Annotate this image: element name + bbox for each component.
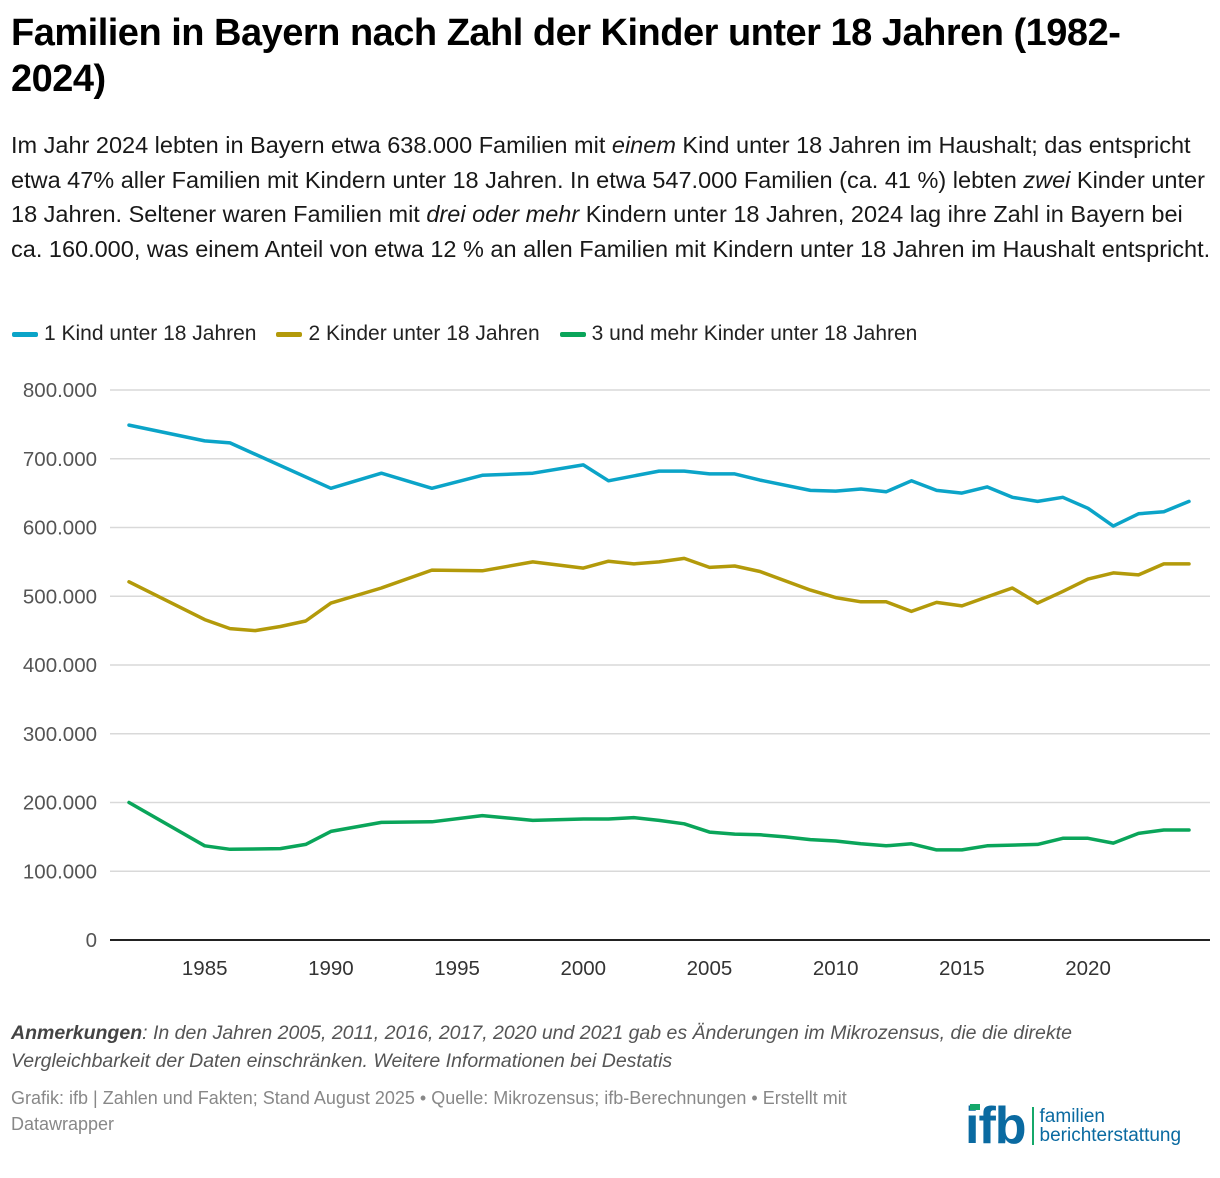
series-line-3	[127, 800, 1191, 852]
chart-title: Familien in Bayern nach Zahl der Kinder …	[11, 12, 1121, 100]
series-line-1	[127, 423, 1191, 528]
x-tick-label: 1995	[434, 957, 480, 980]
line-chart: 0 100.000 200.000 300.000 400.000 500.000 600.…	[23, 379, 1210, 980]
description-segment: Im Jahr 2024 lebten in Bayern etwa 638.0…	[11, 132, 612, 158]
y-tick-label: 200.000	[23, 792, 97, 815]
y-tick-label: 500.000	[23, 585, 97, 608]
series-line-2	[127, 556, 1191, 633]
notes-label: Anmerkungen	[11, 1022, 143, 1044]
y-tick-label: 700.000	[23, 448, 97, 471]
legend-item: 2 Kinder unter 18 Jahren	[276, 322, 540, 346]
logo-divider	[1031, 1107, 1034, 1145]
y-tick-label: 100.000	[23, 860, 97, 883]
description-segment: Kind unter 18 Jahren im Haushalt; das en…	[11, 132, 1191, 193]
legend: 1 Kind unter 18 Jahren 2 Kinder unter 18 …	[12, 322, 917, 346]
notes-text: : In den Jahren 2005, 2011, 2016, 2017, …	[11, 1022, 1072, 1072]
legend-label: 2 Kinder unter 18 Jahren	[308, 322, 540, 345]
legend-swatch	[12, 331, 38, 337]
x-tick-label: 1990	[308, 957, 354, 980]
x-tick-label: 2020	[1065, 957, 1111, 980]
logo-accent	[970, 1104, 980, 1110]
x-tick-label: 1985	[182, 957, 228, 980]
series-lines	[127, 423, 1191, 852]
y-tick-label: 300.000	[23, 723, 97, 746]
y-tick-label: 400.000	[23, 654, 97, 677]
legend-swatch	[276, 331, 303, 337]
x-tick-label: 2000	[560, 957, 606, 980]
legend-item: 3 und mehr Kinder unter 18 Jahren	[559, 322, 918, 346]
y-tick-label: 0	[86, 929, 97, 952]
legend-item: 1 Kind unter 18 Jahren	[12, 322, 256, 346]
description-segment: zwei	[1023, 166, 1071, 193]
x-tick-label: 2015	[939, 957, 985, 980]
legend-swatch	[559, 331, 586, 337]
ifb-logo: ifb familien berichterstattung	[965, 1100, 1181, 1152]
x-axis-ticks: 1985 1990 1995 2000 2005 2010 2015 2020	[182, 957, 1111, 980]
description-segment: einem	[611, 132, 676, 158]
logo-text: familien berichterstattung	[1039, 1106, 1182, 1146]
chart-description: Im Jahr 2024 lebten in Bayern etwa 638.0…	[11, 128, 1211, 266]
annotation-note: Anmerkungen: In den Jahren 2005, 2011, 2…	[11, 1019, 1211, 1075]
y-tick-label: 600.000	[23, 517, 97, 540]
description-segment: Kinder unter 18 Jahren. Seltener waren F…	[11, 166, 1205, 228]
legend-label: 3 und mehr Kinder unter 18 Jahren	[591, 322, 918, 345]
logo-mark: ifb	[965, 1097, 1027, 1155]
y-tick-label: 800.000	[23, 379, 97, 402]
source-credit: Grafik: ifb | Zahlen und Fakten; Stand A…	[11, 1088, 847, 1134]
description-segment: drei oder mehr	[426, 201, 580, 227]
legend-label: 1 Kind unter 18 Jahren	[44, 322, 257, 345]
x-tick-label: 2005	[687, 957, 733, 980]
x-tick-label: 2010	[813, 957, 859, 980]
y-axis-ticks: 0 100.000 200.000 300.000 400.000 500.000 600.…	[23, 379, 97, 952]
gridlines	[110, 389, 1210, 941]
description-segment: Kindern unter 18 Jahren, 2024 lag ihre Z…	[11, 201, 1211, 262]
